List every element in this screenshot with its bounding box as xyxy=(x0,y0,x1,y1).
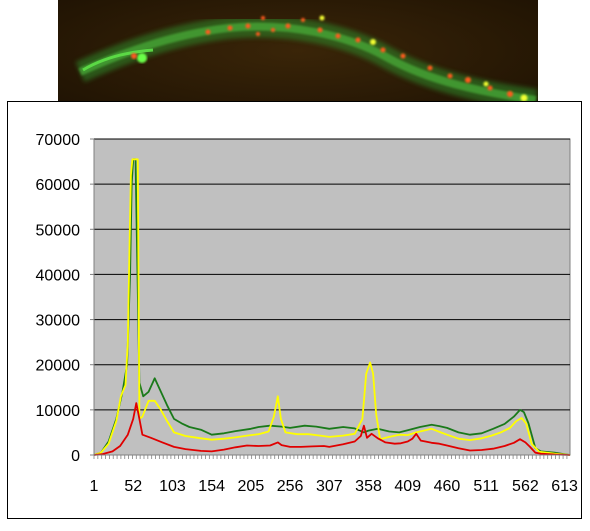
x-tick-label: 358 xyxy=(355,478,382,495)
x-tick-label: 613 xyxy=(551,478,578,495)
series-line-2 xyxy=(93,402,571,456)
series-line-0 xyxy=(93,158,571,456)
x-tick-label: 205 xyxy=(238,478,265,495)
plot-area xyxy=(93,138,571,456)
y-tick-label: 40000 xyxy=(36,267,81,284)
x-tick-label: 103 xyxy=(159,478,186,495)
x-tick-label: 562 xyxy=(512,478,539,495)
y-tick-label: 60000 xyxy=(36,177,81,194)
y-axis: 0 10000 20000 30000 40000 50000 60000 70000 xyxy=(36,132,95,465)
x-tick-label: 1 xyxy=(90,478,99,495)
x-tick-label: 256 xyxy=(277,478,304,495)
y-tick-label: 20000 xyxy=(36,358,81,375)
y-tick-label: 50000 xyxy=(36,222,81,239)
y-tick-label: 30000 xyxy=(36,313,81,330)
x-tick-label: 154 xyxy=(198,478,225,495)
x-tick-label: 307 xyxy=(316,478,343,495)
series-group xyxy=(93,158,571,456)
y-tick-label: 0 xyxy=(71,448,80,465)
x-tick-label: 460 xyxy=(434,478,461,495)
grid-lines xyxy=(94,138,570,411)
x-tick-label: 511 xyxy=(473,478,499,495)
x-tick-label: 409 xyxy=(394,478,421,495)
x-tick-label: 52 xyxy=(124,478,142,495)
series-line-1 xyxy=(93,158,571,456)
x-axis: 1 52 103 154 205 256 307 358 409 460 511 562 613 xyxy=(90,454,578,495)
y-tick-label: 10000 xyxy=(36,403,81,420)
y-tick-label: 70000 xyxy=(36,132,81,149)
